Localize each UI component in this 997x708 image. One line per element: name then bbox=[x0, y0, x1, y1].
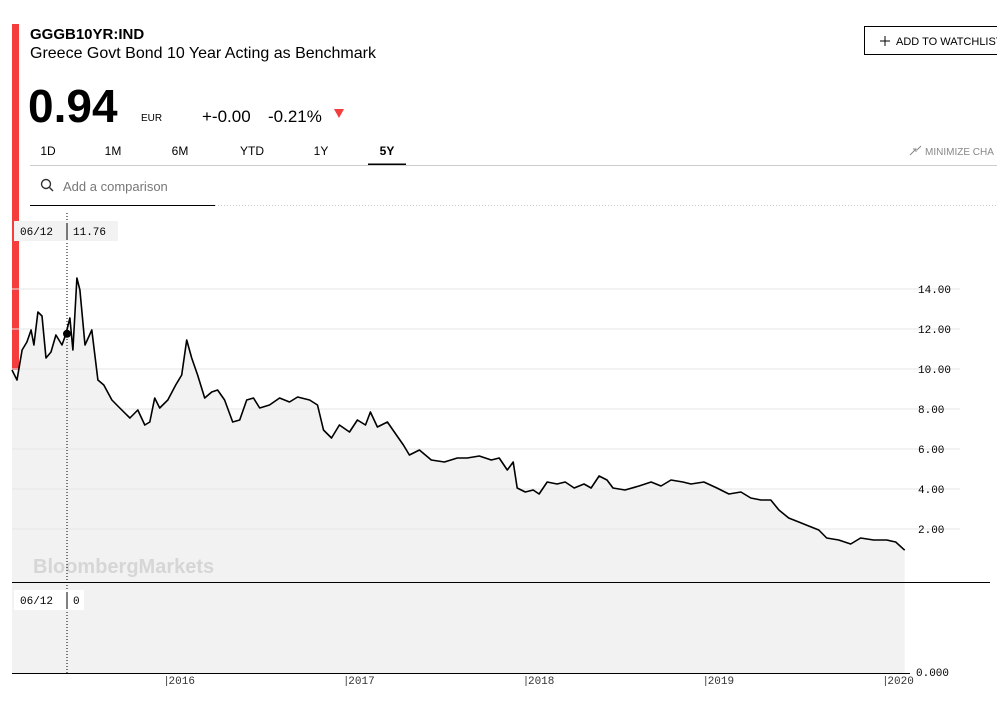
range-tab[interactable]: 1M bbox=[105, 144, 122, 158]
y-tick-label: 8.00 bbox=[918, 405, 944, 417]
button-label: ADD TO WATCHLIST bbox=[896, 36, 997, 48]
range-tab[interactable]: 1D bbox=[40, 144, 56, 158]
comparison-search[interactable]: Add a comparison bbox=[30, 178, 215, 206]
y-tick-label: 14.00 bbox=[918, 285, 951, 297]
price-line bbox=[11, 277, 906, 551]
watermark: BloombergMarkets bbox=[33, 556, 214, 578]
y-tick-label: 10.00 bbox=[918, 365, 951, 377]
x-tick-label: 2017 bbox=[348, 676, 374, 688]
tab-label: YTD bbox=[240, 144, 264, 158]
tooltip-date: 06/12 bbox=[20, 227, 53, 239]
minimize-label: MINIMIZE CHA bbox=[925, 147, 994, 158]
tooltip-value: 11.76 bbox=[73, 227, 106, 239]
range-tab[interactable]: YTD bbox=[240, 144, 264, 158]
y-tick-label: 6.00 bbox=[918, 445, 944, 457]
search-placeholder: Add a comparison bbox=[63, 179, 168, 194]
watchlist-button[interactable]: ADD TO WATCHLIST bbox=[864, 26, 997, 55]
plus-icon bbox=[880, 36, 890, 46]
range-tab[interactable]: 5Y bbox=[368, 144, 406, 166]
change-pct: -0.21% bbox=[268, 107, 322, 126]
ticker: GGGB10YR:IND bbox=[30, 26, 144, 43]
price: 0.94 bbox=[28, 80, 118, 132]
area-fill bbox=[12, 278, 905, 673]
x-tick-label: 2019 bbox=[708, 676, 734, 688]
volume-tooltip-date: 06/12 bbox=[20, 596, 53, 608]
tooltip-box bbox=[14, 221, 118, 241]
security-name: Greece Govt Bond 10 Year Acting as Bench… bbox=[30, 45, 377, 62]
search-icon-handle bbox=[49, 187, 54, 192]
change: +-0.00 bbox=[202, 107, 251, 126]
volume-tooltip-value: 0 bbox=[73, 596, 80, 608]
tab-label: 1D bbox=[40, 144, 56, 158]
tab-label: 6M bbox=[172, 144, 189, 158]
y-tick-label: 12.00 bbox=[918, 325, 951, 337]
plot: BloombergMarkets 2.00 4.00 6.00 8.00 10.00 12.… bbox=[11, 213, 990, 688]
x-tick-label: 2020 bbox=[887, 676, 913, 688]
x-tick-label: 2018 bbox=[528, 676, 554, 688]
y-tick-label: 4.00 bbox=[918, 485, 944, 497]
search-icon bbox=[40, 178, 52, 190]
y-tick-label: 2.00 bbox=[918, 525, 944, 537]
down-arrow bbox=[334, 109, 344, 118]
minimize-icon bbox=[909, 145, 922, 156]
volume-tick-label: 0.000 bbox=[916, 668, 949, 680]
tab-label: 1Y bbox=[314, 144, 329, 158]
trend-bar bbox=[12, 24, 19, 370]
range-tab[interactable]: 6M bbox=[172, 144, 189, 158]
currency: EUR bbox=[141, 113, 162, 124]
tab-label: 5Y bbox=[380, 144, 395, 158]
minimize-button[interactable]: MINIMIZE CHA bbox=[909, 145, 994, 158]
crosshair-dot bbox=[63, 329, 71, 338]
range-tabs: 1D 1M 6M YTD 1Y 5Y bbox=[40, 144, 406, 166]
range-tab[interactable]: 1Y bbox=[314, 144, 329, 158]
tab-label: 1M bbox=[105, 144, 122, 158]
x-tick-label: 2016 bbox=[169, 676, 195, 688]
